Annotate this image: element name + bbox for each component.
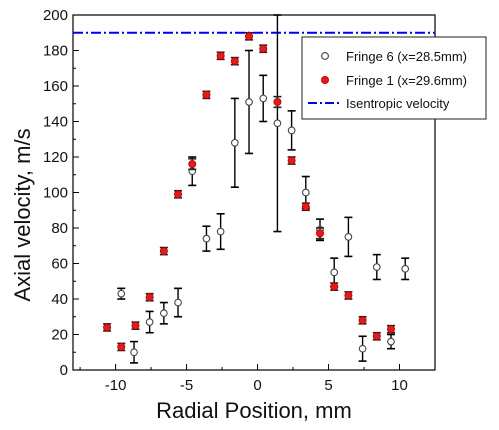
y-tick-label: 140 (43, 114, 68, 131)
x-tick-label: -5 (180, 377, 193, 394)
fringe-6-point (358, 344, 367, 353)
legend-label-isentropic: Isentropic velocity (346, 96, 450, 111)
fringe-1-point (287, 156, 296, 165)
legend: Fringe 6 (x=28.5mm) Fringe 1 (x=29.6mm) … (301, 36, 487, 120)
fringe-1-point (174, 190, 183, 199)
series-fringe-1 (103, 31, 395, 352)
y-tick-label: 180 (43, 43, 68, 60)
fringe-6-point (145, 318, 154, 326)
fringe-1-point (145, 293, 154, 302)
fringe-6-point (117, 289, 126, 298)
legend-marker-fringe-6 (321, 52, 329, 60)
x-axis: -10 -5 0 5 10 (79, 364, 436, 394)
fringe-6-point (301, 188, 310, 197)
fringe-1-point (372, 332, 381, 341)
fringe-1-point (316, 229, 325, 238)
x-tick-label: 0 (253, 377, 261, 394)
y-tick-label: 120 (43, 149, 68, 166)
x-tick-label: 10 (391, 377, 408, 394)
legend-label-fringe-6: Fringe 6 (x=28.5mm) (346, 49, 467, 64)
x-tick-label: -10 (105, 377, 127, 394)
fringe-6-point (273, 119, 282, 128)
series-fringe-6 (117, 14, 410, 364)
y-tick-label: 0 (60, 362, 68, 379)
x-axis-title: Radial Position, mm (156, 398, 352, 423)
y-tick-label: 160 (43, 78, 68, 95)
fringe-6-point (130, 348, 138, 357)
fringe-1-point (301, 202, 310, 211)
fringe-1-point (117, 342, 126, 351)
fringe-1-point (259, 44, 268, 53)
fringe-1-point (330, 282, 339, 291)
fringe-6-point (330, 268, 339, 277)
y-tick-label: 40 (51, 291, 68, 308)
fringe-1-point (230, 57, 239, 66)
fringe-1-point (273, 97, 282, 106)
y-axis-title: Axial velocity, m/s (10, 128, 35, 301)
fringe-6-point (344, 233, 353, 241)
fringe-1-point (188, 160, 197, 169)
fringe-6-point (287, 126, 296, 135)
fringe-1-point (216, 51, 225, 60)
y-tick-label: 200 (43, 7, 68, 24)
fringe-1-point (386, 325, 395, 334)
fringe-1-point (344, 291, 353, 300)
y-tick-label: 80 (51, 220, 68, 237)
fringe-6-point (230, 138, 239, 147)
fringe-6-point (387, 337, 395, 346)
fringe-6-point (401, 264, 410, 273)
legend-marker-fringe-1 (320, 76, 329, 85)
fringe-6-point (202, 234, 211, 243)
y-axis: 0 20 40 60 80 100 120 140 160 180 200 (43, 7, 79, 379)
y-tick-label: 60 (51, 256, 68, 273)
fringe-1-point (358, 316, 367, 325)
y-tick-label: 100 (43, 185, 68, 202)
fringe-1-point (103, 323, 112, 332)
fringe-1-point (159, 247, 168, 256)
fringe-6-point (245, 98, 253, 106)
fringe-6-point (216, 227, 225, 236)
fringe-1-point (202, 90, 211, 99)
fringe-6-point (160, 309, 168, 318)
fringe-6-point (372, 263, 381, 271)
fringe-6-point (259, 94, 268, 103)
legend-label-fringe-1: Fringe 1 (x=29.6mm) (346, 73, 467, 88)
y-tick-label: 20 (51, 327, 68, 344)
fringe-1-point (131, 321, 140, 330)
fringe-1-point (245, 32, 254, 41)
x-tick-label: 5 (324, 377, 332, 394)
legend-box (301, 36, 487, 120)
fringe-6-point (174, 298, 182, 307)
